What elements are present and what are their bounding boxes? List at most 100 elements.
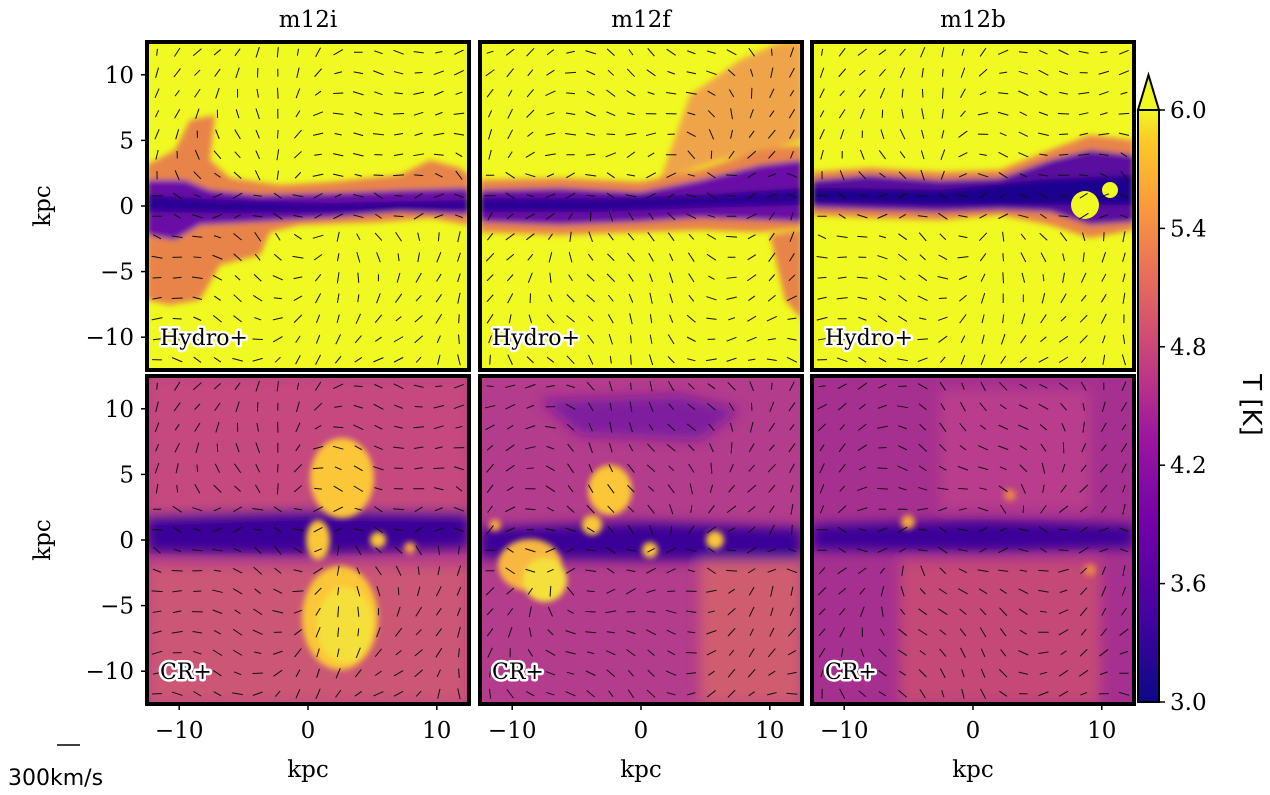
velocity-arrow — [506, 587, 515, 595]
velocity-arrow — [354, 507, 363, 511]
velocity-arrow — [1040, 547, 1047, 553]
velocity-arrow — [648, 401, 654, 412]
velocity-arrow — [191, 276, 203, 280]
velocity-arrow — [627, 463, 635, 473]
velocity-arrow — [1040, 252, 1047, 263]
velocity-arrow — [921, 129, 925, 139]
velocity-arrow — [396, 272, 401, 283]
velocity-arrow — [687, 358, 696, 362]
velocity-arrow — [1101, 401, 1106, 412]
velocity-arrow — [152, 671, 162, 675]
velocity-arrow — [878, 150, 887, 160]
velocity-arrow — [415, 272, 422, 283]
velocity-arrow — [979, 153, 987, 156]
velocity-arrow — [213, 383, 222, 390]
velocity-arrow — [901, 88, 904, 98]
velocity-arrow — [154, 129, 160, 140]
velocity-arrow — [1060, 293, 1067, 304]
velocity-arrow — [960, 110, 966, 117]
velocity-arrow — [626, 548, 636, 552]
velocity-arrow — [977, 173, 989, 178]
velocity-arrow — [898, 425, 907, 430]
velocity-arrow — [787, 193, 797, 198]
velocity-arrow — [155, 67, 160, 78]
velocity-arrow — [333, 213, 344, 220]
velocity-arrow — [708, 505, 715, 514]
velocity-arrow — [433, 193, 445, 199]
ylabel-bottom: kpc — [30, 519, 56, 561]
velocity-arrow — [747, 506, 756, 513]
velocity-arrow — [235, 67, 240, 79]
x-tick-label: 10 — [422, 718, 451, 744]
velocity-arrow — [273, 192, 282, 199]
velocity-arrow — [545, 153, 556, 157]
velocity-arrow — [958, 152, 968, 158]
velocity-arrow — [336, 544, 340, 556]
velocity-arrow — [750, 68, 754, 77]
velocity-arrow — [434, 446, 443, 450]
velocity-arrow — [486, 294, 494, 303]
velocity-arrow — [172, 337, 182, 341]
velocity-arrow — [708, 547, 715, 553]
velocity-arrow — [235, 443, 240, 453]
velocity-arrow — [788, 274, 796, 282]
velocity-arrow — [628, 444, 634, 452]
velocity-arrow — [1098, 91, 1109, 96]
velocity-arrow — [156, 382, 158, 390]
velocity-arrow — [489, 354, 491, 365]
velocity-arrow — [414, 669, 424, 678]
velocity-arrow — [276, 170, 279, 180]
velocity-arrow — [234, 151, 241, 159]
velocity-arrow — [414, 506, 423, 513]
velocity-arrow — [566, 92, 576, 95]
velocity-arrow — [880, 585, 885, 597]
velocity-arrow — [293, 464, 303, 473]
velocity-arrow — [332, 153, 344, 157]
velocity-arrow — [939, 648, 947, 657]
velocity-arrow — [433, 425, 444, 430]
velocity-arrow — [1040, 443, 1047, 452]
velocity-arrow — [857, 214, 868, 219]
velocity-arrow — [787, 671, 797, 675]
velocity-arrow — [457, 354, 461, 366]
velocity-arrow — [819, 67, 825, 78]
velocity-arrow — [857, 235, 868, 238]
velocity-arrow — [960, 67, 966, 78]
velocity-arrow — [394, 528, 403, 531]
velocity-arrow — [155, 401, 159, 412]
velocity-arrow — [837, 276, 847, 279]
velocity-arrow — [232, 692, 243, 696]
velocity-arrow — [917, 357, 928, 363]
velocity-arrow — [192, 48, 202, 57]
velocity-arrow — [961, 382, 965, 390]
velocity-arrow — [606, 669, 616, 678]
velocity-arrow — [372, 133, 384, 136]
velocity-arrow — [897, 315, 908, 322]
velocity-arrow — [397, 253, 400, 262]
velocity-arrow — [171, 297, 183, 300]
velocity-arrow — [546, 356, 555, 363]
velocity-arrow — [565, 527, 576, 532]
velocity-arrow — [746, 213, 757, 220]
velocity-arrow — [253, 546, 262, 554]
velocity-arrow — [486, 484, 494, 494]
velocity-arrow — [417, 232, 421, 242]
velocity-arrow — [192, 296, 203, 301]
velocity-arrow — [706, 649, 717, 656]
velocity-arrow — [980, 354, 986, 366]
velocity-arrow — [336, 565, 340, 576]
velocity-arrow — [526, 356, 534, 364]
velocity-arrow — [1080, 294, 1087, 302]
velocity-arrow — [152, 610, 162, 613]
velocity-arrow — [878, 670, 887, 677]
velocity-arrow — [313, 254, 323, 261]
velocity-arrow — [195, 108, 200, 119]
velocity-arrow — [586, 294, 596, 303]
velocity-arrow — [505, 233, 515, 241]
velocity-arrow — [455, 486, 463, 492]
velocity-arrow — [174, 108, 181, 119]
velocity-arrow — [818, 647, 826, 658]
velocity-arrow — [999, 588, 1007, 594]
velocity-arrow — [393, 153, 404, 157]
